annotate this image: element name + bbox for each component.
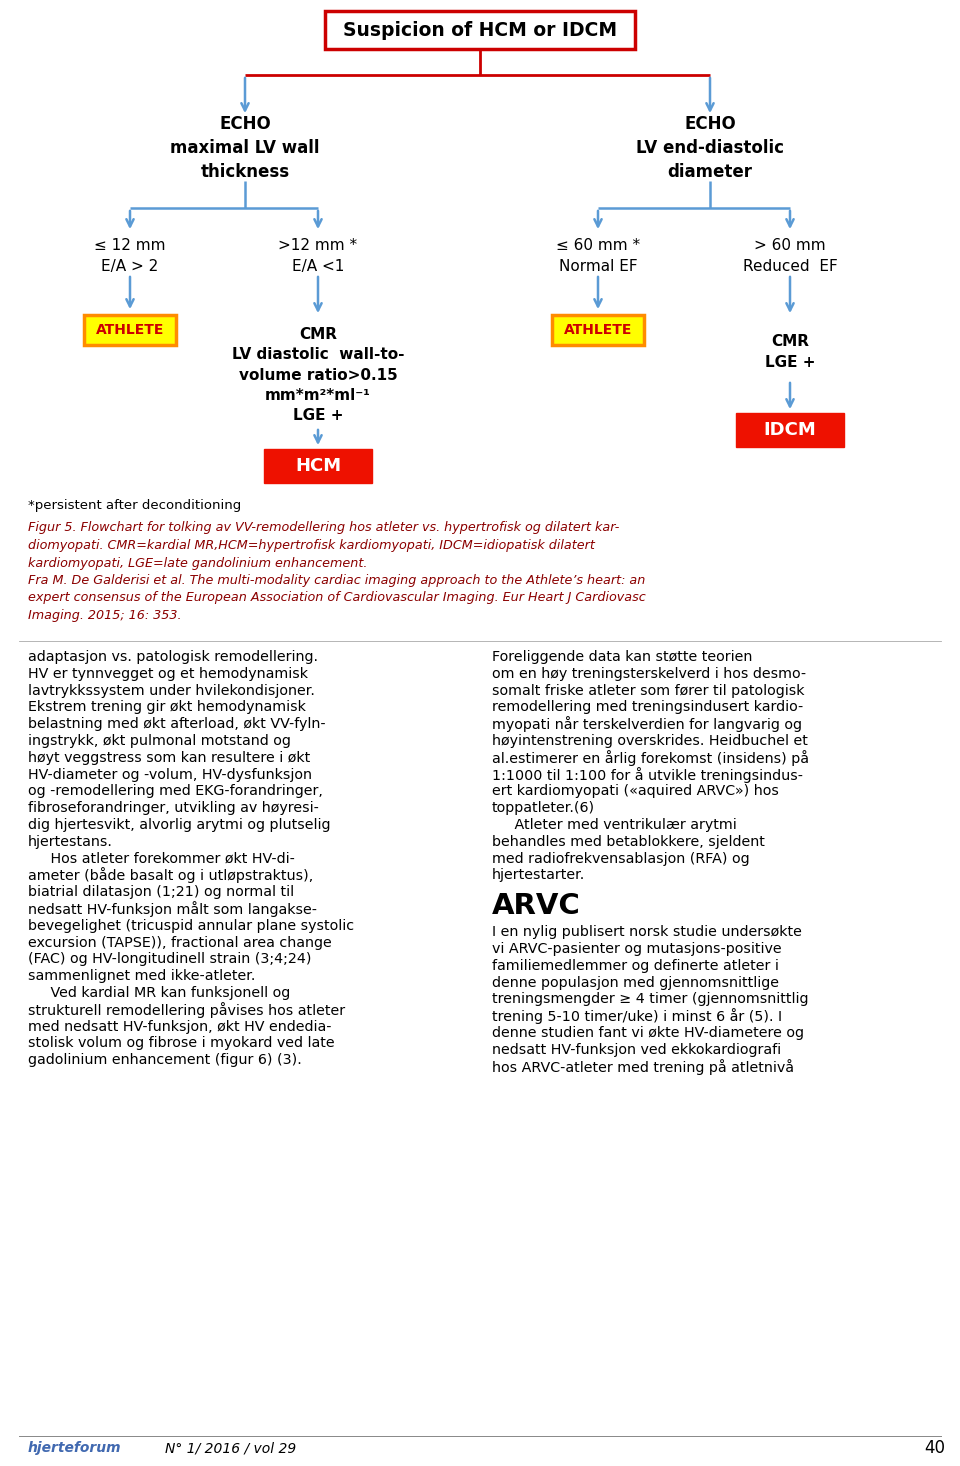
Text: IDCM: IDCM [763, 421, 816, 438]
Text: ECHO
maximal LV wall
thickness: ECHO maximal LV wall thickness [170, 114, 320, 182]
Text: Foreliggende data kan støtte teorien: Foreliggende data kan støtte teorien [492, 649, 753, 664]
Text: diomyopati. CMR=kardial MR,HCM=hypertrofisk kardiomyopati, IDCM=idiopatisk dilat: diomyopati. CMR=kardial MR,HCM=hypertrof… [28, 539, 595, 553]
Text: treningsmengder ≥ 4 timer (gjennomsnittlig: treningsmengder ≥ 4 timer (gjennomsnittl… [492, 992, 808, 1006]
Text: HCM: HCM [295, 457, 341, 475]
Text: ECHO
LV end-diastolic
diameter: ECHO LV end-diastolic diameter [636, 114, 784, 182]
Text: hjertestans.: hjertestans. [28, 834, 113, 849]
Text: kardiomyopati, LGE=late gandolinium enhancement.: kardiomyopati, LGE=late gandolinium enha… [28, 557, 368, 569]
Text: Hos atleter forekommer økt HV-di-: Hos atleter forekommer økt HV-di- [28, 852, 295, 865]
Text: behandles med betablokkere, sjeldent: behandles med betablokkere, sjeldent [492, 834, 765, 849]
Text: strukturell remodellering påvises hos atleter: strukturell remodellering påvises hos at… [28, 1001, 346, 1017]
Text: ATHLETE: ATHLETE [96, 323, 164, 337]
Text: ATHLETE: ATHLETE [564, 323, 633, 337]
Text: myopati når terskelverdien for langvarig og: myopati når terskelverdien for langvarig… [492, 717, 802, 732]
Text: >12 mm *
E/A <1: >12 mm * E/A <1 [278, 237, 357, 274]
FancyBboxPatch shape [325, 12, 635, 48]
Text: og -remodellering med EKG-forandringer,: og -remodellering med EKG-forandringer, [28, 784, 323, 799]
Text: stolisk volum og fibrose i myokard ved late: stolisk volum og fibrose i myokard ved l… [28, 1036, 335, 1051]
Text: 40: 40 [924, 1440, 946, 1457]
Text: 1:1000 til 1:100 for å utvikle treningsindus-: 1:1000 til 1:100 for å utvikle treningsi… [492, 767, 803, 783]
Text: trening 5-10 timer/uke) i minst 6 år (5). I: trening 5-10 timer/uke) i minst 6 år (5)… [492, 1009, 782, 1025]
Text: med nedsatt HV-funksjon, økt HV endedia-: med nedsatt HV-funksjon, økt HV endedia- [28, 1019, 331, 1034]
FancyBboxPatch shape [264, 449, 372, 482]
Text: høyt veggstress som kan resultere i økt: høyt veggstress som kan resultere i økt [28, 751, 310, 765]
Text: denne studien fant vi økte HV-diametere og: denne studien fant vi økte HV-diametere … [492, 1026, 804, 1039]
Text: nedsatt HV-funksjon ved ekkokardiografi: nedsatt HV-funksjon ved ekkokardiografi [492, 1042, 781, 1057]
Text: høyintenstrening overskrides. Heidbuchel et: høyintenstrening overskrides. Heidbuchel… [492, 734, 808, 748]
Text: excursion (TAPSE)), fractional area change: excursion (TAPSE)), fractional area chan… [28, 935, 332, 950]
Text: Ved kardial MR kan funksjonell og: Ved kardial MR kan funksjonell og [28, 987, 290, 1000]
Text: biatrial dilatasjon (1;21) og normal til: biatrial dilatasjon (1;21) og normal til [28, 885, 294, 899]
Text: *persistent after deconditioning: *persistent after deconditioning [28, 498, 241, 512]
FancyBboxPatch shape [736, 413, 844, 447]
FancyBboxPatch shape [552, 315, 644, 345]
Text: ≤ 60 mm *
Normal EF: ≤ 60 mm * Normal EF [556, 237, 640, 274]
Text: Suspicion of HCM or IDCM: Suspicion of HCM or IDCM [343, 21, 617, 40]
Text: HV-diameter og -volum, HV-dysfunksjon: HV-diameter og -volum, HV-dysfunksjon [28, 768, 312, 781]
Text: denne populasjon med gjennomsnittlige: denne populasjon med gjennomsnittlige [492, 975, 779, 990]
Text: I en nylig publisert norsk studie undersøkte: I en nylig publisert norsk studie unders… [492, 925, 802, 940]
Text: ameter (både basalt og i utløpstraktus),: ameter (både basalt og i utløpstraktus), [28, 868, 313, 884]
Text: belastning med økt afterload, økt VV-fyln-: belastning med økt afterload, økt VV-fyl… [28, 717, 325, 732]
Text: expert consensus of the European Association of Cardiovascular Imaging. Eur Hear: expert consensus of the European Associa… [28, 591, 646, 604]
Text: (FAC) og HV-longitudinell strain (3;4;24): (FAC) og HV-longitudinell strain (3;4;24… [28, 953, 311, 966]
Text: sammenlignet med ikke-atleter.: sammenlignet med ikke-atleter. [28, 969, 255, 984]
Text: CMR
LGE +: CMR LGE + [765, 334, 815, 369]
Text: hjerteforum: hjerteforum [28, 1441, 122, 1454]
Text: somalt friske atleter som fører til patologisk: somalt friske atleter som fører til pato… [492, 683, 804, 698]
Text: ≤ 12 mm
E/A > 2: ≤ 12 mm E/A > 2 [94, 237, 166, 274]
Text: Atleter med ventrikulær arytmi: Atleter med ventrikulær arytmi [492, 818, 736, 833]
Text: ingstrykk, økt pulmonal motstand og: ingstrykk, økt pulmonal motstand og [28, 734, 291, 748]
Text: HV er tynnvegget og et hemodynamisk: HV er tynnvegget og et hemodynamisk [28, 667, 308, 680]
FancyBboxPatch shape [84, 315, 176, 345]
Text: CMR
LV diastolic  wall-to-
volume ratio>0.15
mm*m²*ml⁻¹
LGE +: CMR LV diastolic wall-to- volume ratio>0… [231, 327, 404, 424]
Text: gadolinium enhancement (figur 6) (3).: gadolinium enhancement (figur 6) (3). [28, 1053, 301, 1067]
Text: Imaging. 2015; 16: 353.: Imaging. 2015; 16: 353. [28, 608, 181, 622]
Text: toppatleter.(6): toppatleter.(6) [492, 802, 595, 815]
Text: fibroseforandringer, utvikling av høyresi-: fibroseforandringer, utvikling av høyres… [28, 802, 319, 815]
Text: Fra M. De Galderisi et al. The multi-modality cardiac imaging approach to the At: Fra M. De Galderisi et al. The multi-mod… [28, 575, 645, 586]
Text: ARVC: ARVC [492, 893, 581, 921]
Text: Ekstrem trening gir økt hemodynamisk: Ekstrem trening gir økt hemodynamisk [28, 701, 306, 714]
Text: ert kardiomyopati («aquired ARVC») hos: ert kardiomyopati («aquired ARVC») hos [492, 784, 779, 799]
Text: hjertestarter.: hjertestarter. [492, 868, 586, 883]
Text: remodellering med treningsindusert kardio-: remodellering med treningsindusert kardi… [492, 701, 804, 714]
Text: N° 1/ 2016 / vol 29: N° 1/ 2016 / vol 29 [165, 1441, 297, 1454]
Text: med radiofrekvensablasjon (RFA) og: med radiofrekvensablasjon (RFA) og [492, 852, 750, 865]
Text: om en høy treningsterskelverd i hos desmo-: om en høy treningsterskelverd i hos desm… [492, 667, 806, 680]
Text: bevegelighet (tricuspid annular plane systolic: bevegelighet (tricuspid annular plane sy… [28, 919, 354, 932]
Text: nedsatt HV-funksjon målt som langakse-: nedsatt HV-funksjon målt som langakse- [28, 902, 317, 916]
Text: dig hjertesvikt, alvorlig arytmi og plutselig: dig hjertesvikt, alvorlig arytmi og plut… [28, 818, 330, 833]
Text: al.estimerer en årlig forekomst (insidens) på: al.estimerer en årlig forekomst (insiden… [492, 749, 809, 765]
Text: > 60 mm
Reduced  EF: > 60 mm Reduced EF [743, 237, 837, 274]
Text: familiemedlemmer og definerte atleter i: familiemedlemmer og definerte atleter i [492, 959, 779, 973]
Text: lavtrykkssystem under hvilekondisjoner.: lavtrykkssystem under hvilekondisjoner. [28, 683, 315, 698]
Text: adaptasjon vs. patologisk remodellering.: adaptasjon vs. patologisk remodellering. [28, 649, 318, 664]
Text: hos ARVC-atleter med trening på atletnivå: hos ARVC-atleter med trening på atletniv… [492, 1058, 794, 1075]
Text: Figur 5. Flowchart for tolking av VV-remodellering hos atleter vs. hypertrofisk : Figur 5. Flowchart for tolking av VV-rem… [28, 522, 619, 535]
Text: vi ARVC-pasienter og mutasjons-positive: vi ARVC-pasienter og mutasjons-positive [492, 943, 781, 956]
